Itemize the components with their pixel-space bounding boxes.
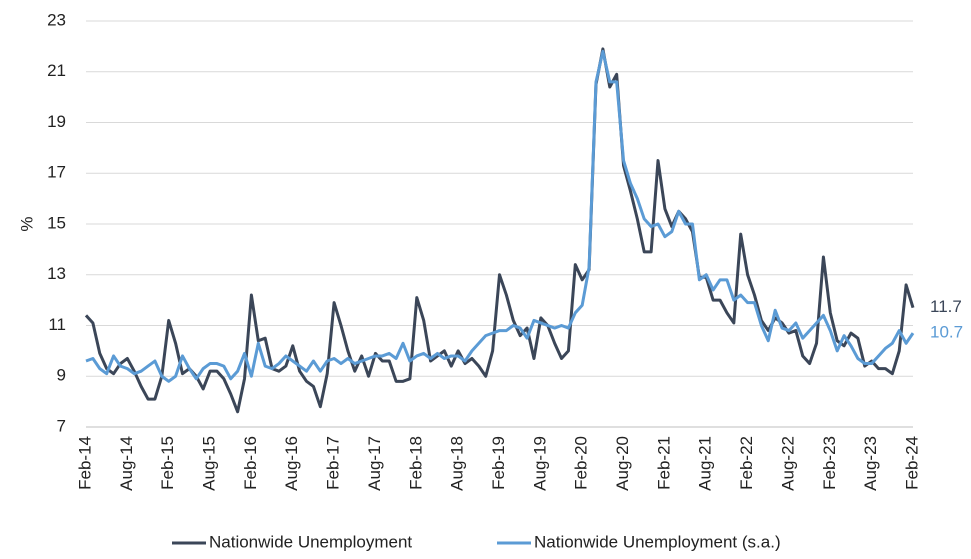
y-tick-label: 13 xyxy=(47,264,66,283)
y-tick-label: 15 xyxy=(47,213,66,232)
series-line xyxy=(84,47,915,414)
x-tick-label: Feb-14 xyxy=(75,436,94,490)
x-tick-label: Feb-23 xyxy=(820,436,839,490)
x-tick-label: Aug-22 xyxy=(778,436,797,491)
x-tick-label: Aug-15 xyxy=(200,436,219,491)
x-tick-label: Aug-16 xyxy=(282,436,301,491)
y-tick-label: 23 xyxy=(47,10,66,29)
y-tick-label: 11 xyxy=(48,315,66,334)
x-tick-label: Aug-18 xyxy=(448,436,467,491)
x-tick-label: Feb-24 xyxy=(902,436,921,490)
end-value-label: 10.7 xyxy=(930,323,963,342)
x-tick-label: Feb-22 xyxy=(737,436,756,490)
y-tick-label: 19 xyxy=(47,112,66,131)
legend-label: Nationwide Unemployment (s.a.) xyxy=(534,532,781,551)
x-tick-label: Feb-16 xyxy=(241,436,260,490)
x-tick-label: Aug-14 xyxy=(117,436,136,491)
x-tick-label: Feb-15 xyxy=(158,436,177,490)
x-tick-label: Feb-18 xyxy=(406,436,425,490)
x-tick-label: Feb-20 xyxy=(572,436,591,490)
x-tick-label: Aug-23 xyxy=(861,436,880,491)
series-line xyxy=(85,49,915,383)
y-axis-label: % xyxy=(17,216,36,231)
x-tick-label: Aug-19 xyxy=(530,436,549,491)
x-tick-label: Feb-21 xyxy=(654,436,673,490)
x-tick-label: Feb-19 xyxy=(489,436,508,490)
end-value-label: 11.7 xyxy=(930,297,962,316)
y-tick-label: 7 xyxy=(57,416,66,435)
x-tick-label: Aug-21 xyxy=(696,436,715,491)
x-tick-label: Aug-17 xyxy=(365,436,384,491)
y-tick-label: 17 xyxy=(47,163,66,182)
legend-label: Nationwide Unemployment xyxy=(209,532,412,551)
x-tick-label: Aug-20 xyxy=(613,436,632,491)
y-tick-label: 9 xyxy=(57,366,66,385)
x-tick-label: Feb-17 xyxy=(324,436,343,490)
y-tick-label: 21 xyxy=(47,61,66,80)
